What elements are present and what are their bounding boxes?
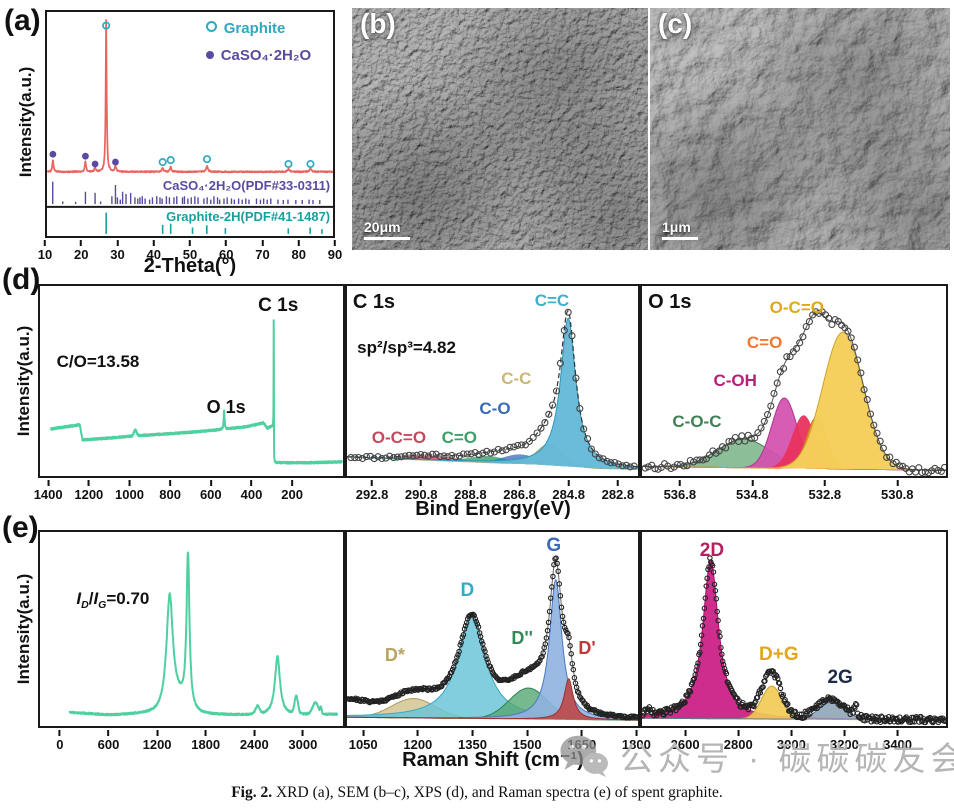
tick-label: 1350 bbox=[458, 737, 487, 752]
raman_dg-svg bbox=[347, 555, 638, 721]
xps-y-axis-label: Intensity(a.u.) bbox=[14, 325, 33, 437]
xps-o1s-plot bbox=[642, 286, 946, 476]
raman-2d-x-ticks: 2600 2800 3000 3200 3400 bbox=[640, 730, 948, 754]
raman-x-axis-label: Raman Shift (cm⁻¹) bbox=[402, 749, 584, 771]
tick-label: 3200 bbox=[829, 737, 859, 752]
tick-label: 1200 bbox=[403, 737, 433, 752]
panel-label-c: (c) bbox=[658, 8, 693, 39]
xps-c1s-x-ticks: 292.8 290.8 288.8 286.8 284.8 282.8 bbox=[345, 480, 640, 504]
tick-label: 292.8 bbox=[355, 487, 389, 502]
raman-dg-plot bbox=[347, 532, 638, 726]
xps-c1s-panel: C 1s sp²/sp³=4.82 C=C C-C C-O C=O O-C=O bbox=[345, 284, 640, 478]
xrd-y-axis-label: Intensity(a.u.) bbox=[16, 66, 35, 178]
tick-label: 70 bbox=[255, 247, 270, 262]
scale-bar-label-c: 1μm bbox=[662, 219, 691, 235]
tick-label: 600 bbox=[97, 737, 120, 752]
tick-label: 60 bbox=[219, 247, 234, 262]
panel-label-e: (e) bbox=[2, 511, 39, 544]
tick-label: 286.8 bbox=[503, 487, 536, 502]
xrd-x-axis-label: 2-Theta(°) bbox=[143, 255, 237, 277]
xps_survey-svg bbox=[50, 319, 343, 465]
tick-label: 200 bbox=[281, 487, 303, 502]
scale-bar-line-b bbox=[364, 237, 410, 240]
raman-dg-panel: D* D D'' G D' bbox=[345, 530, 640, 728]
tick-label: 534.8 bbox=[736, 487, 769, 502]
xps-survey-plot bbox=[40, 286, 343, 476]
xps_o1s-svg bbox=[642, 308, 946, 476]
tick-label: 800 bbox=[159, 487, 182, 502]
xps-survey-x-ticks: 1400 1200 1000 800 600 400 200 bbox=[34, 480, 345, 504]
sem-texture-c bbox=[650, 8, 950, 250]
sem-vignette-c bbox=[650, 8, 950, 250]
tick-label: 1500 bbox=[512, 737, 542, 752]
tick-label: 1800 bbox=[191, 737, 221, 752]
tick-label: 532.8 bbox=[808, 487, 842, 502]
tick-label: 0 bbox=[56, 737, 64, 752]
raman-survey-panel: ID/IG=0.70 bbox=[38, 530, 345, 728]
panel-label-a: (a) bbox=[4, 4, 41, 37]
xps-x-axis-label: Bind Energy(eV) bbox=[415, 498, 571, 520]
scale-bar-label-b: 20μm bbox=[364, 219, 401, 235]
caption-label: Fig. 2. bbox=[231, 784, 273, 801]
raman-2d-plot bbox=[642, 532, 946, 726]
sem-image-c: (c) 1μm bbox=[650, 8, 950, 250]
tick-label: 1000 bbox=[115, 487, 144, 502]
tick-label: 1050 bbox=[348, 737, 378, 752]
tick-label: 284.8 bbox=[552, 487, 585, 502]
panel-label-b: (b) bbox=[360, 8, 396, 39]
tick-label: 90 bbox=[327, 247, 343, 262]
xrd-chart-panel: Graphite CaSO₄·2H₂O CaSO₄·2H₂O(PDF#33-0311… bbox=[45, 10, 335, 238]
tick-label: 282.8 bbox=[601, 487, 635, 502]
tick-label: 10 bbox=[37, 247, 53, 262]
tick-label: 1400 bbox=[33, 487, 63, 502]
tick-label: 2400 bbox=[239, 737, 269, 752]
panel-label-d: (d) bbox=[2, 263, 41, 296]
raman-y-axis-label: Intensity(a.u.) bbox=[14, 573, 33, 685]
scale-bar-b: 20μm bbox=[364, 219, 410, 240]
tick-label: 288.8 bbox=[454, 487, 487, 502]
tick-label: 1800 bbox=[621, 737, 651, 752]
tick-label: 3000 bbox=[776, 737, 806, 752]
tick-label: 536.8 bbox=[663, 487, 697, 502]
figure-caption: Fig. 2. XRD (a), SEM (b–c), XPS (d), and… bbox=[0, 784, 954, 802]
raman_survey-svg bbox=[68, 551, 339, 717]
sem-image-b: (b) 20μm bbox=[352, 8, 648, 250]
xps-o1s-x-ticks: 536.8 534.8 532.8 530.8 bbox=[640, 480, 948, 504]
tick-label: 1200 bbox=[142, 737, 172, 752]
tick-label: 3000 bbox=[288, 737, 318, 752]
tick-label: 2800 bbox=[723, 737, 753, 752]
xps-o1s-panel: O 1s O-C=O C=O C-OH C-O-C bbox=[640, 284, 948, 478]
xps-survey-panel: C/O=13.58 O 1s C 1s bbox=[38, 284, 345, 478]
tick-label: 50 bbox=[182, 247, 198, 262]
raman-survey-plot bbox=[40, 532, 343, 726]
xps-c1s-plot bbox=[347, 286, 638, 476]
sem-texture-b bbox=[352, 8, 648, 250]
xps_c1s-svg bbox=[347, 308, 638, 471]
raman_2d-svg bbox=[642, 555, 946, 726]
xrd-plot bbox=[47, 12, 333, 236]
raman-2d-panel: 2D D+G 2G bbox=[640, 530, 948, 728]
scale-bar-c: 1μm bbox=[662, 219, 698, 240]
raman-survey-x-ticks: 0 600 1200 1800 2400 3000 bbox=[38, 730, 345, 754]
tick-label: 30 bbox=[110, 247, 125, 262]
tick-label: 40 bbox=[146, 247, 161, 262]
tick-label: 400 bbox=[240, 487, 263, 502]
tick-label: 2600 bbox=[670, 737, 700, 752]
tick-label: 530.8 bbox=[880, 487, 914, 502]
tick-label: 290.8 bbox=[404, 487, 438, 502]
tick-label: 600 bbox=[199, 487, 222, 502]
tick-label: 20 bbox=[74, 247, 89, 262]
scale-bar-line-c bbox=[662, 237, 698, 240]
xrd-x-ticks: 10 20 30 40 50 60 70 80 90 bbox=[38, 240, 342, 264]
tick-label: 80 bbox=[291, 247, 306, 262]
sem-vignette-b bbox=[352, 8, 648, 250]
tick-label: 3400 bbox=[883, 737, 913, 752]
tick-label: 1200 bbox=[74, 487, 104, 502]
caption-text: XRD (a), SEM (b–c), XPS (d), and Raman s… bbox=[275, 784, 723, 801]
xrd-svg bbox=[47, 19, 333, 234]
